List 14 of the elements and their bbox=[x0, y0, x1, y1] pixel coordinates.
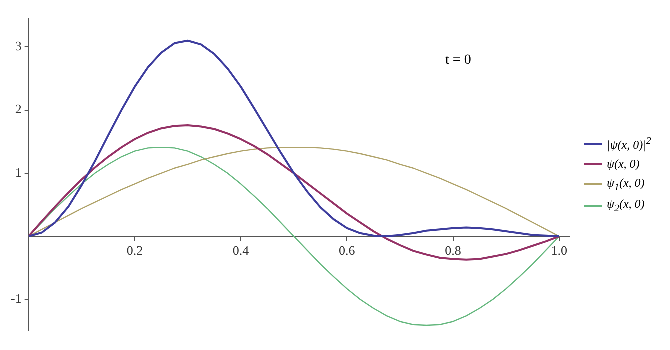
y-tick-label: 3 bbox=[15, 38, 22, 54]
y-tick-label: -1 bbox=[10, 291, 22, 306]
x-tick-label: 1.0 bbox=[551, 242, 568, 258]
x-tick-label: 0.2 bbox=[126, 242, 144, 258]
legend-label: ψ$_{2}$(x, 0) bbox=[607, 197, 645, 214]
annotation: t = 0 bbox=[446, 52, 472, 68]
legend-label: |ψ(x, 0)|$^{2}$ bbox=[607, 136, 652, 153]
legend-label: ψ$_{1}$(x, 0) bbox=[607, 176, 645, 193]
x-tick-label: 0.8 bbox=[445, 242, 462, 258]
y-tick-label: 2 bbox=[15, 102, 22, 117]
x-tick-label: 0.6 bbox=[339, 242, 356, 258]
y-tick-label: 1 bbox=[15, 164, 22, 180]
x-tick-label: 0.4 bbox=[232, 242, 250, 258]
legend-label: ψ(x, 0) bbox=[607, 156, 640, 172]
